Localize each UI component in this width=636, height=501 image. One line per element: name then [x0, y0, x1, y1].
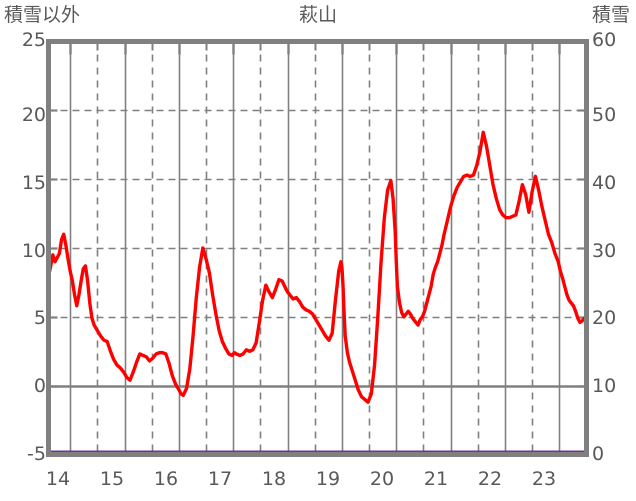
- ytick-label-right-0: 0: [592, 443, 605, 465]
- xtick-label-14: 14: [45, 468, 71, 490]
- horizontal-gridlines: [48, 109, 587, 388]
- ytick-label-right-50: 50: [592, 104, 617, 126]
- ytick-label-left-20: 20: [21, 104, 46, 126]
- ytick-label-left-0: 0: [33, 375, 46, 397]
- right-axis-title: 積雪: [591, 4, 630, 26]
- ytick-label-right-60: 60: [592, 29, 617, 51]
- xtick-label-23: 23: [531, 468, 557, 490]
- ytick-label-left-10: 10: [21, 240, 46, 262]
- ytick-label-left-25: 25: [21, 29, 46, 51]
- ytick-label-right-40: 40: [592, 172, 617, 194]
- plot-frame: [46, 39, 589, 457]
- xtick-label-22: 22: [477, 468, 503, 490]
- ytick-label-left-15: 15: [21, 172, 46, 194]
- xtick-label-16: 16: [153, 468, 179, 490]
- vertical-gridlines: [69, 41, 561, 455]
- ytick-label-right-30: 30: [592, 240, 617, 262]
- series-line-non-snow: [47, 130, 587, 404]
- ytick-label-right-10: 10: [592, 375, 617, 397]
- xtick-label-18: 18: [261, 468, 287, 490]
- xtick-label-21: 21: [423, 468, 449, 490]
- xtick-label-20: 20: [369, 468, 395, 490]
- ytick-label-left-5: 5: [33, 307, 46, 329]
- ytick-label-left-m5: -5: [27, 443, 46, 465]
- page-title: 萩山: [298, 4, 337, 26]
- xtick-label-15: 15: [99, 468, 125, 490]
- xtick-label-17: 17: [207, 468, 233, 490]
- left-axis-title: 積雪以外: [4, 4, 81, 26]
- xtick-label-19: 19: [315, 468, 341, 490]
- ytick-label-right-20: 20: [592, 307, 617, 329]
